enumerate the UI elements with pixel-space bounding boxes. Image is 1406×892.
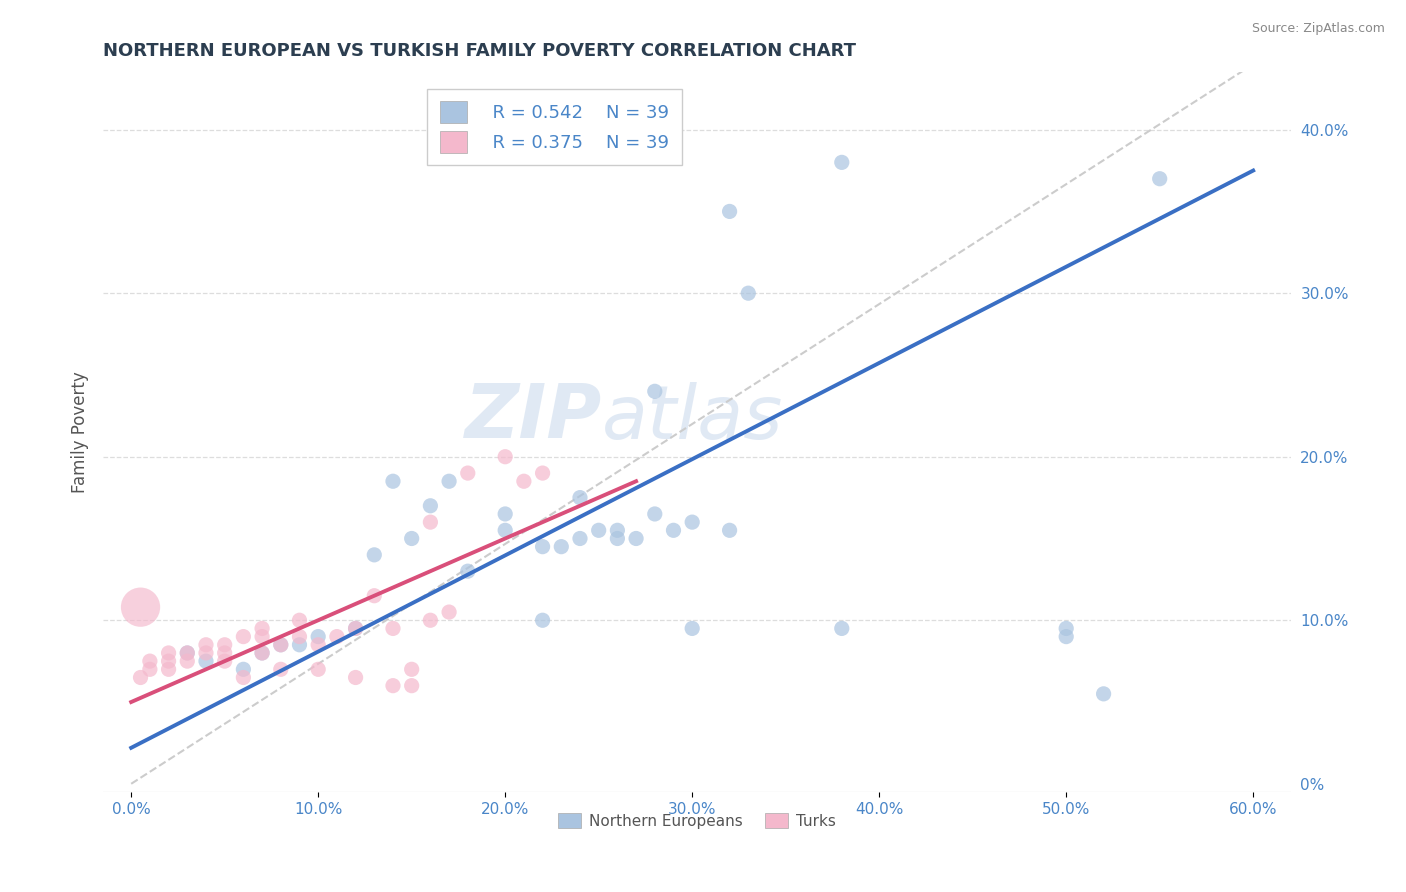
Y-axis label: Family Poverty: Family Poverty (72, 371, 89, 493)
Point (531, 540, 554, 554)
Text: Source: ZipAtlas.com: Source: ZipAtlas.com (1251, 22, 1385, 36)
Text: ZIP: ZIP (464, 381, 602, 454)
Legend: Northern Europeans, Turks: Northern Europeans, Turks (553, 806, 842, 835)
Point (831, 622, 853, 636)
Point (176, 646, 198, 660)
Point (1149, 171, 1171, 186)
Point (718, 204, 741, 219)
Point (214, 654, 236, 668)
Point (129, 671, 152, 685)
Point (606, 532, 628, 546)
Point (214, 638, 236, 652)
Point (363, 548, 385, 562)
Point (288, 638, 311, 652)
Point (531, 466, 554, 480)
Point (288, 630, 311, 644)
Point (176, 646, 198, 660)
Point (1054, 630, 1077, 644)
Point (419, 515, 441, 529)
Point (550, 540, 572, 554)
Point (157, 646, 180, 660)
Point (139, 662, 162, 676)
Point (718, 524, 741, 538)
Text: NORTHERN EUROPEAN VS TURKISH FAMILY POVERTY CORRELATION CHART: NORTHERN EUROPEAN VS TURKISH FAMILY POVE… (103, 42, 856, 60)
Point (129, 600, 152, 615)
Point (569, 491, 592, 505)
Point (644, 384, 666, 399)
Point (437, 605, 460, 619)
Point (307, 630, 329, 644)
Point (401, 532, 423, 546)
Point (457, 564, 479, 578)
Point (139, 654, 162, 668)
Point (195, 654, 218, 668)
Point (307, 662, 329, 676)
Point (288, 613, 311, 627)
Text: atlas: atlas (602, 382, 783, 454)
Point (401, 662, 423, 676)
Point (588, 524, 610, 538)
Point (157, 654, 180, 668)
Point (494, 507, 516, 521)
Point (250, 646, 273, 660)
Point (606, 524, 628, 538)
Point (531, 613, 554, 627)
Point (157, 662, 180, 676)
Point (437, 475, 460, 489)
Point (662, 524, 685, 538)
Point (232, 662, 254, 676)
Point (382, 679, 405, 693)
Point (326, 630, 349, 644)
Point (624, 532, 647, 546)
Point (250, 630, 273, 644)
Point (419, 613, 441, 627)
Point (232, 630, 254, 644)
Point (644, 507, 666, 521)
Point (1092, 687, 1115, 701)
Point (419, 499, 441, 513)
Point (569, 532, 592, 546)
Point (401, 679, 423, 693)
Point (382, 622, 405, 636)
Point (382, 475, 405, 489)
Point (195, 646, 218, 660)
Point (513, 475, 536, 489)
Point (214, 646, 236, 660)
Point (195, 638, 218, 652)
Point (270, 638, 292, 652)
Point (344, 622, 367, 636)
Point (270, 638, 292, 652)
Point (457, 466, 479, 480)
Point (737, 286, 759, 301)
Point (250, 646, 273, 660)
Point (494, 450, 516, 464)
Point (344, 622, 367, 636)
Point (1054, 622, 1077, 636)
Point (270, 662, 292, 676)
Point (250, 622, 273, 636)
Point (681, 515, 703, 529)
Point (232, 671, 254, 685)
Point (681, 622, 703, 636)
Point (494, 524, 516, 538)
Point (831, 155, 853, 169)
Point (176, 654, 198, 668)
Point (344, 671, 367, 685)
Point (363, 589, 385, 603)
Point (307, 638, 329, 652)
